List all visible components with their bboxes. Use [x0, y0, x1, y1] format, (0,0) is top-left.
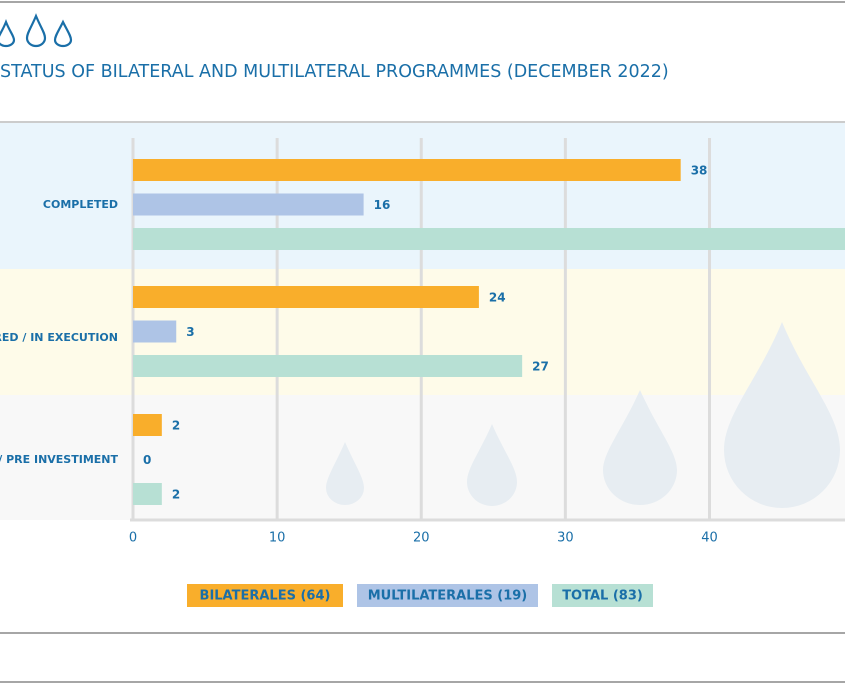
- legend-swatch: [187, 584, 343, 607]
- bars: 38165424327202: [133, 159, 845, 505]
- legend-swatch: [357, 584, 538, 607]
- category-label: / PRE INVESTIMENT: [0, 453, 118, 466]
- legend-label: MULTILATERALES (19): [368, 589, 528, 604]
- data-label: 16: [374, 198, 391, 212]
- decor-drops: [326, 322, 840, 508]
- category-label: RED / IN EXECUTION: [0, 331, 118, 344]
- bar: [133, 159, 681, 181]
- data-label: 38: [691, 164, 708, 178]
- bar: [133, 193, 364, 216]
- x-tick-label: 40: [701, 531, 718, 546]
- bar: [133, 355, 523, 377]
- data-label: 3: [186, 325, 194, 339]
- x-tick-label: 0: [129, 531, 137, 546]
- drop-icons: [0, 13, 73, 48]
- data-label: 27: [532, 360, 549, 374]
- data-label: 0: [143, 453, 151, 467]
- x-tick-label: 10: [269, 531, 286, 546]
- data-label: 2: [172, 419, 180, 433]
- legend-label: BILATERALES (64): [200, 589, 331, 604]
- chart-title: STATUS OF BILATERAL AND MULTILATERAL PRO…: [0, 62, 669, 82]
- legend-label: TOTAL (83): [562, 589, 643, 604]
- x-tick-label: 20: [413, 531, 430, 546]
- data-label: 24: [489, 291, 506, 305]
- bar: [133, 414, 162, 436]
- bar: [133, 483, 162, 505]
- x-tick-label: 30: [557, 531, 574, 546]
- legend-swatch: [552, 584, 653, 607]
- bar: [133, 320, 177, 343]
- category-label: COMPLETED: [43, 198, 118, 211]
- data-label: 2: [172, 488, 180, 502]
- bar: [133, 228, 845, 250]
- bar: [133, 286, 479, 308]
